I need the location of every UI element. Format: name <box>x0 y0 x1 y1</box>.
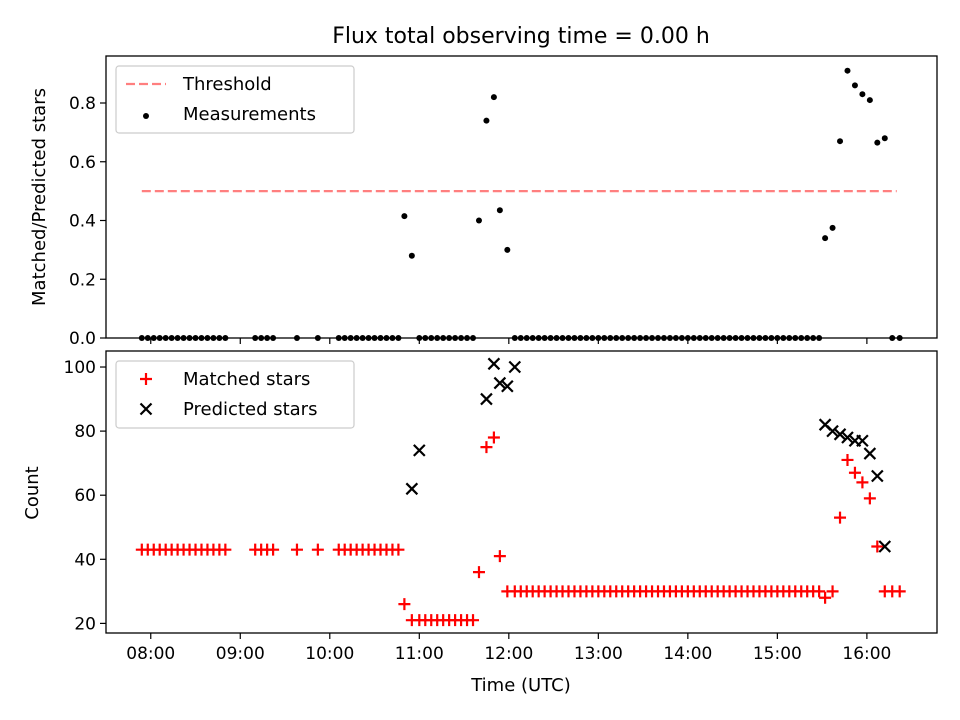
matched-star-point <box>893 585 906 598</box>
measurement-point <box>829 224 836 231</box>
bottom-y-tick-label: 80 <box>74 422 96 442</box>
predicted-star-point <box>480 392 493 406</box>
measurement-point <box>837 138 844 145</box>
matched-star-point <box>813 585 826 598</box>
bottom-y-axis-label: Count <box>22 466 43 519</box>
predicted-star-point <box>493 376 507 390</box>
predicted-star-point <box>863 447 877 460</box>
matched-star-point <box>487 431 500 444</box>
top-plot-frame <box>105 55 938 339</box>
matched-star-point <box>856 476 869 489</box>
top-y-tick-label: 0.2 <box>69 270 96 290</box>
matched-star-point <box>290 543 303 556</box>
matched-star-point <box>267 543 280 556</box>
predicted-star-point <box>413 444 426 457</box>
measurement-point <box>483 117 490 124</box>
x-tick-label: 08:00 <box>126 644 175 664</box>
matched-star-point <box>848 466 861 479</box>
measurement-point <box>504 246 511 253</box>
matched-star-point <box>311 543 324 556</box>
measurement-point <box>408 252 415 259</box>
measurement-point <box>496 207 503 214</box>
x-tick-label: 13:00 <box>574 644 623 664</box>
legend-label: Predicted stars <box>183 399 317 420</box>
x-tick-label: 14:00 <box>663 644 712 664</box>
legend-label: Matched stars <box>183 369 310 390</box>
measurement-point <box>822 235 829 242</box>
predicted-star-point <box>833 428 847 441</box>
top-legend: Threshold Measurements <box>115 65 355 134</box>
matched-star-point <box>863 492 876 505</box>
measurement-point <box>874 139 881 146</box>
bottom-plot-area <box>135 357 906 627</box>
bottom-legend-box <box>115 360 355 429</box>
top-y-tick-label: 0.8 <box>69 94 96 114</box>
top-y-tick-label: 0.4 <box>69 212 96 232</box>
measurement-point <box>475 217 482 224</box>
matched-star-point <box>219 543 232 556</box>
bottom-legend: Matched stars Predicted stars <box>115 360 355 429</box>
measurement-point <box>844 67 851 74</box>
predicted-star-point <box>871 469 884 483</box>
legend-label: Threshold <box>182 74 272 95</box>
predicted-star-point <box>841 431 854 444</box>
bottom-plot-frame <box>105 350 938 634</box>
predicted-star-point <box>878 540 892 553</box>
predicted-star-point <box>826 424 839 438</box>
bottom-y-tick-label: 100 <box>64 358 96 378</box>
matched-star-point <box>834 511 847 524</box>
matched-star-point <box>480 441 493 454</box>
legend-predicted-handle <box>139 402 153 416</box>
x-tick-label: 15:00 <box>753 644 802 664</box>
legend-matched-handle <box>140 373 152 385</box>
bottom-axes: 08:00 09:00 10:00 11:00 12:00 13:00 14:00 15:00… <box>64 358 892 664</box>
matched-star-point <box>819 591 832 604</box>
predicted-star-point <box>856 434 869 448</box>
legend-label: Measurements <box>183 104 316 125</box>
matched-star-point <box>493 550 506 563</box>
top-legend-box <box>115 65 355 134</box>
predicted-star-point <box>501 379 514 393</box>
predicted-star-point <box>508 360 522 374</box>
predicted-star-point <box>487 357 501 371</box>
matched-star-point <box>467 614 480 627</box>
measurement-point <box>881 135 888 142</box>
matched-star-point <box>398 598 411 611</box>
measurement-point <box>490 94 497 101</box>
x-tick-label: 10:00 <box>305 644 354 664</box>
top-y-axis-label: Matched/Predicted stars <box>29 88 50 306</box>
matched-star-point <box>841 453 854 466</box>
matched-star-point <box>472 566 485 579</box>
measurement-point <box>401 213 408 220</box>
x-tick-label: 16:00 <box>842 644 891 664</box>
x-tick-label: 11:00 <box>395 644 444 664</box>
bottom-x-axis-label: Time (UTC) <box>470 675 571 696</box>
matched-star-point <box>392 543 405 556</box>
top-y-tick-label: 0.0 <box>69 329 96 349</box>
bottom-y-tick-label: 40 <box>74 550 96 570</box>
matched-star-point <box>826 585 839 598</box>
bottom-y-tick-label: 20 <box>74 614 96 634</box>
matched-star-point <box>871 540 884 553</box>
predicted-star-point <box>405 482 419 496</box>
measurement-point <box>851 82 858 89</box>
x-tick-label: 09:00 <box>216 644 265 664</box>
top-axes: 0.0 0.2 0.4 0.6 0.8 <box>69 94 868 349</box>
legend-measurement-handle <box>143 113 149 119</box>
measurement-point <box>866 97 873 104</box>
bottom-y-tick-label: 60 <box>74 486 96 506</box>
top-y-tick-label: 0.6 <box>69 153 96 173</box>
measurement-point <box>859 91 866 98</box>
x-tick-label: 12:00 <box>484 644 533 664</box>
top-chart-title: Flux total observing time = 0.00 h <box>332 24 710 49</box>
